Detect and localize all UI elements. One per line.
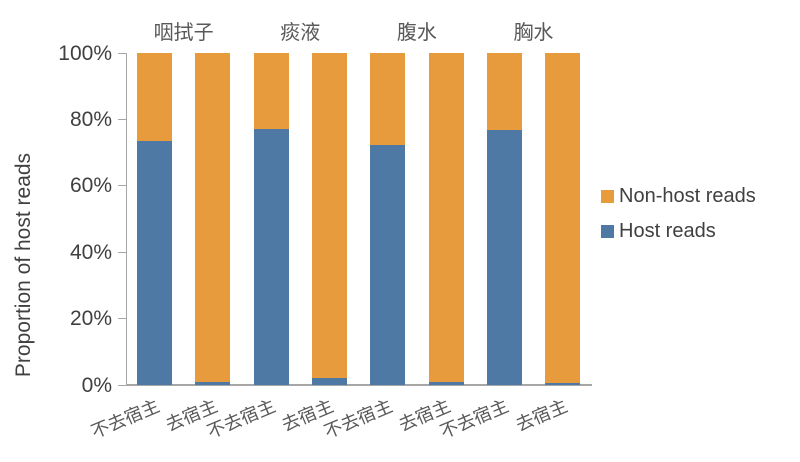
legend-label: Non-host reads (619, 185, 756, 207)
bar-segment-non-host-reads (545, 53, 580, 383)
bar-segment-host-reads (487, 130, 522, 385)
legend-label: Host reads (619, 220, 716, 242)
stacked-bar (545, 53, 580, 385)
group-label: 腹水 (396, 22, 437, 44)
y-tick-mark (118, 318, 126, 320)
stacked-bar (370, 53, 405, 385)
bar-segment-non-host-reads (312, 53, 347, 379)
bar-segment-host-reads (137, 140, 172, 385)
x-axis-label: 不去宿主 (320, 395, 396, 443)
bar-segment-host-reads (195, 382, 230, 385)
y-tick-mark (118, 384, 126, 386)
y-tick-mark (118, 185, 126, 187)
legend: Non-host reads Host reads (601, 185, 756, 258)
y-tick-label: 80% (69, 107, 112, 131)
stacked-bar (429, 53, 464, 385)
group-label: 胸水 (513, 22, 554, 44)
y-tick-label: 0% (81, 373, 112, 397)
y-axis-line (126, 53, 127, 385)
y-tick-mark (118, 52, 126, 54)
y-tick-mark (118, 251, 126, 253)
legend-item: Host reads (601, 220, 756, 242)
bar-segment-non-host-reads (487, 53, 522, 131)
bar-segment-host-reads (312, 378, 347, 385)
x-axis-label: 不去宿主 (87, 395, 162, 443)
bar-segment-host-reads (370, 145, 405, 385)
stacked-bar (312, 53, 347, 385)
bar-segment-non-host-reads (254, 53, 289, 130)
y-tick-mark (118, 118, 126, 120)
bar-segment-non-host-reads (195, 53, 230, 383)
y-tick-label: 100% (58, 41, 112, 65)
y-tick-label: 40% (69, 240, 112, 264)
stacked-bar (487, 53, 522, 385)
group-label: 痰液 (280, 22, 321, 44)
bar-segment-host-reads (254, 129, 289, 385)
group-label: 咽拭子 (153, 22, 214, 44)
legend-swatch-icon (601, 190, 614, 203)
bar-segment-non-host-reads (370, 53, 405, 146)
x-axis-label: 去宿主 (512, 395, 570, 436)
bar-segment-non-host-reads (429, 53, 464, 383)
x-axis-line (126, 384, 592, 386)
legend-swatch-icon (601, 225, 614, 238)
y-tick-label: 60% (69, 174, 112, 198)
stacked-bar (137, 53, 172, 385)
stacked-bar (195, 53, 230, 385)
bar-segment-host-reads (545, 383, 580, 385)
stacked-bar (254, 53, 289, 385)
y-tick-label: 20% (69, 307, 112, 331)
legend-item: Non-host reads (601, 185, 756, 207)
bar-segment-non-host-reads (137, 53, 172, 141)
bar-segment-host-reads (429, 382, 464, 385)
